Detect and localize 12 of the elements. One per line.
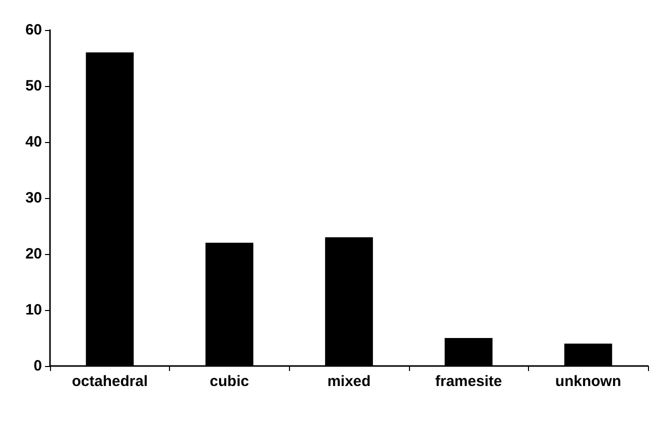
y-tick-label: 30 — [25, 190, 42, 206]
x-tick-label: unknown — [555, 373, 622, 390]
x-tick-label: octahedral — [72, 373, 148, 390]
y-tick-label: 10 — [25, 302, 42, 318]
y-tick-label: 50 — [25, 78, 42, 94]
x-tick-label: framesite — [435, 373, 502, 390]
y-tick-label: 0 — [34, 358, 42, 374]
x-tick-label: cubic — [210, 373, 249, 390]
x-tick-label: mixed — [327, 373, 371, 390]
y-tick-label: 20 — [25, 246, 42, 262]
y-tick-label: 40 — [25, 134, 42, 150]
y-tick-label: 60 — [25, 22, 42, 38]
